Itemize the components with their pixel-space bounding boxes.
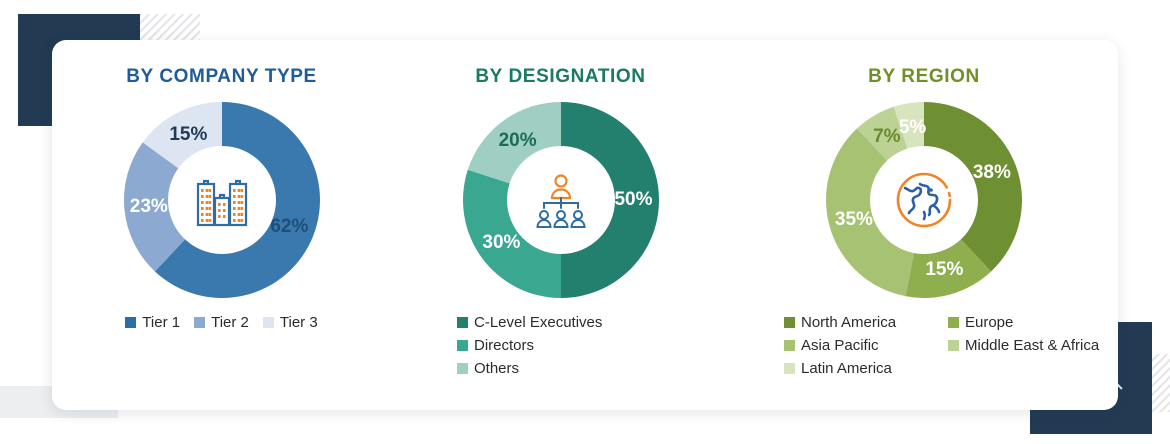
segment-percent-label: 50%	[614, 189, 653, 210]
donut-segment[interactable]	[467, 102, 561, 186]
legend-label: Directors	[474, 337, 535, 354]
legend-item[interactable]: Asia Pacific	[784, 337, 934, 354]
panel-by-region: BY REGION 38% 15% 35% 7% 5% North America Eur…	[730, 40, 1118, 410]
legend-item[interactable]: Tier 2	[194, 314, 249, 331]
legend-swatch	[194, 317, 206, 328]
legend-label: Others	[474, 360, 520, 377]
legend-swatch	[457, 340, 468, 351]
panel-by-company-type: BY COMPANY TYPE	[52, 40, 391, 410]
segment-percent-label: 7%	[873, 126, 901, 148]
donut-chart-designation: 50% 30% 20%	[462, 102, 659, 298]
panel-title: BY DESIGNATION	[475, 66, 646, 87]
donut-segment[interactable]	[154, 102, 320, 298]
donut-chart-company-type: 62% 23% 15%	[123, 102, 320, 298]
legend-item[interactable]: Europe	[948, 314, 1118, 331]
globe-icon	[896, 172, 952, 228]
legend-swatch	[948, 340, 959, 351]
legend-item[interactable]: Directors	[457, 337, 534, 354]
donut-segment[interactable]	[462, 169, 561, 298]
legend-label: Europe	[965, 314, 1014, 331]
donut-center-hole	[167, 146, 276, 254]
legend-label: Tier 3	[279, 314, 318, 331]
segment-percent-label: 62%	[270, 215, 309, 237]
segment-percent-label: 15%	[169, 123, 208, 145]
legend-item[interactable]: Tier 3	[262, 314, 318, 331]
legend-label: Tier 1	[142, 314, 181, 331]
legend-swatch	[784, 340, 795, 351]
legend-label: Latin America	[801, 360, 892, 377]
legend-swatch	[784, 363, 795, 374]
legend-swatch	[262, 317, 274, 328]
legend-region: North America Europe Asia Pacific Middle Ea…	[730, 314, 1118, 377]
segment-percent-label: 20%	[498, 129, 537, 151]
legend-item[interactable]: Middle East & Africa	[948, 337, 1118, 354]
legend-item[interactable]: Others	[457, 360, 519, 377]
segment-percent-label: 15%	[925, 259, 964, 281]
legend-swatch	[784, 317, 795, 328]
panel-title: BY REGION	[868, 66, 980, 87]
donut-segment[interactable]	[856, 106, 910, 166]
panel-by-designation: BY DESIGNATION	[391, 40, 730, 410]
legend-label: Asia Pacific	[801, 337, 879, 354]
segment-percent-label: 5%	[898, 116, 927, 138]
segment-percent-label: 35%	[834, 209, 873, 231]
infographic-card: BY COMPANY TYPE	[52, 40, 1118, 410]
legend-designation: C-Level Executives Directors Others	[391, 314, 730, 377]
legend-swatch	[457, 317, 468, 328]
legend-label: Middle East & Africa	[965, 337, 1100, 354]
segment-percent-label: 30%	[482, 231, 521, 253]
segment-percent-label: 38%	[972, 162, 1011, 184]
legend-item[interactable]: Latin America	[784, 360, 934, 377]
legend-swatch	[125, 317, 137, 328]
legend-swatch	[948, 317, 959, 328]
segment-percent-label: 23%	[129, 195, 168, 217]
legend-label: North America	[801, 314, 897, 331]
legend-company-type: Tier 1 Tier 2 Tier 3	[52, 314, 391, 331]
legend-label: C-Level Executives	[474, 314, 603, 331]
donut-chart-region: 38% 15% 35% 7% 5%	[826, 102, 1022, 298]
legend-swatch	[457, 363, 468, 374]
legend-item[interactable]: C-Level Executives	[457, 314, 602, 331]
donut-segment[interactable]	[893, 102, 924, 155]
office-buildings-icon	[196, 179, 247, 227]
legend-label: Tier 2	[211, 314, 249, 331]
donut-center-hole	[870, 146, 978, 254]
panel-title: BY COMPANY TYPE	[126, 66, 317, 87]
legend-item[interactable]: North America	[784, 314, 934, 331]
donut-center-hole	[506, 146, 615, 254]
org-hierarchy-icon	[535, 174, 586, 228]
legend-item[interactable]: Tier 1	[125, 314, 180, 331]
